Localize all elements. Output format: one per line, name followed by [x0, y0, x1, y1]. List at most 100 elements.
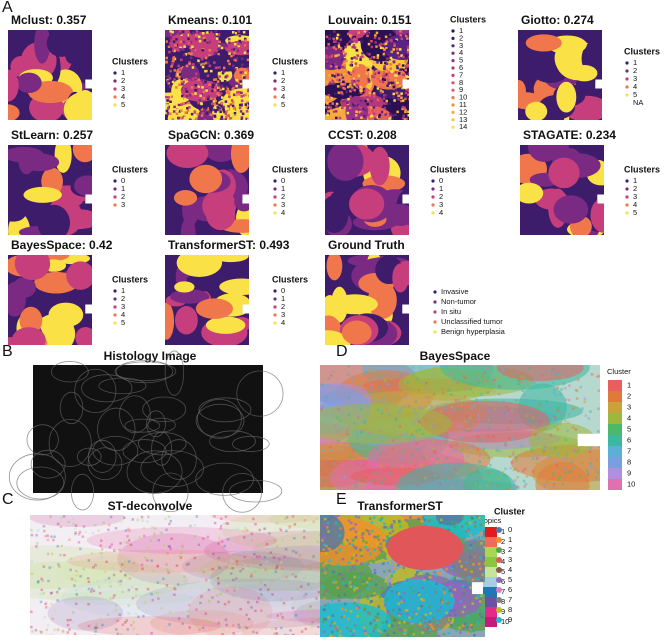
map-spot	[574, 406, 577, 410]
map-region	[212, 255, 249, 263]
map-spot	[248, 94, 249, 98]
map-spot	[232, 39, 235, 42]
map-spot	[125, 619, 129, 622]
map-spot	[387, 78, 390, 82]
map-spot	[386, 633, 389, 637]
map-spot	[387, 537, 390, 540]
map-spot	[362, 515, 365, 519]
map-spot	[458, 560, 462, 563]
map-spot	[57, 563, 60, 566]
plot-title: ST-deconvolve	[108, 499, 193, 513]
map-spot	[590, 465, 593, 468]
map-spot	[392, 85, 396, 89]
legend-item: 2	[121, 294, 125, 303]
map-spot	[343, 83, 347, 86]
map-spot	[225, 584, 229, 587]
map-spot	[128, 529, 131, 532]
map-spot	[205, 54, 208, 58]
map-spot	[196, 113, 200, 116]
map-spot	[403, 620, 406, 624]
map-spot	[469, 533, 473, 537]
map-spot	[30, 572, 34, 575]
map-spot	[401, 49, 405, 53]
map-spot	[205, 61, 208, 65]
map-spot	[434, 573, 438, 577]
map-spot	[495, 449, 499, 452]
map-spot	[353, 119, 356, 120]
map-spot	[217, 33, 221, 36]
map-spot	[249, 563, 253, 567]
map-spot	[406, 88, 409, 92]
map-spot	[198, 99, 202, 102]
map-spot	[385, 620, 388, 624]
map-region	[325, 82, 366, 99]
legend-item: 3	[459, 41, 463, 50]
map-spot	[543, 485, 546, 488]
map-spot	[347, 373, 350, 376]
legend-item: 2	[508, 545, 512, 554]
map-spot	[538, 420, 541, 424]
map-spot	[394, 79, 398, 82]
map-spot	[127, 539, 131, 542]
map-spot	[341, 83, 345, 86]
spatial-map	[520, 145, 604, 235]
map-spot	[342, 475, 346, 479]
map-spot	[477, 381, 480, 384]
map-spot	[324, 396, 328, 399]
map-spot	[373, 471, 377, 475]
map-spot	[223, 80, 227, 83]
map-spot	[202, 81, 206, 85]
legend-item: 7	[459, 70, 463, 79]
map-spot	[243, 625, 247, 629]
map-spot	[341, 431, 344, 435]
map-spot	[341, 557, 345, 561]
legend-item: 6	[459, 63, 463, 72]
legend-item: 4	[121, 92, 125, 101]
map-spot	[419, 366, 423, 369]
map-spot	[386, 57, 389, 60]
map-spot	[436, 609, 440, 612]
map-spot	[517, 379, 520, 382]
map-region	[60, 575, 274, 620]
map-spot	[117, 580, 120, 584]
map-spot	[373, 36, 377, 40]
map-spot	[421, 516, 425, 519]
map-spot	[536, 452, 540, 456]
map-spot	[333, 62, 337, 65]
map-spot	[94, 563, 97, 567]
legend-item: 2	[633, 66, 637, 75]
map-spot	[505, 405, 508, 409]
map-region	[117, 533, 231, 586]
map-spot	[40, 577, 43, 581]
legend-dot	[273, 103, 277, 107]
map-spot	[191, 66, 195, 69]
map-spot	[46, 605, 50, 608]
map-spot	[128, 612, 131, 616]
map-spot	[468, 568, 471, 571]
map-spot	[407, 438, 411, 441]
map-region	[528, 422, 596, 459]
map-spot	[373, 571, 377, 575]
legend-item: 1	[121, 68, 125, 77]
map-spot	[476, 547, 479, 551]
map-spot	[228, 117, 232, 120]
map-spot	[345, 432, 349, 436]
map-spot	[320, 408, 323, 411]
map-spot	[454, 467, 457, 471]
legend-item: 3	[121, 84, 125, 93]
map-spot	[482, 533, 485, 536]
map-spot	[244, 103, 248, 106]
map-spot	[395, 64, 399, 68]
map-spot	[186, 609, 190, 613]
map-spot	[387, 610, 390, 613]
map-spot	[361, 593, 364, 596]
map-spot	[67, 520, 70, 524]
map-spot	[340, 573, 343, 577]
map-spot	[279, 617, 282, 620]
map-spot	[389, 39, 393, 42]
map-spot	[486, 484, 489, 487]
map-spot	[204, 106, 208, 110]
map-spot	[403, 524, 406, 527]
map-spot	[195, 46, 199, 50]
map-spot	[328, 80, 331, 84]
